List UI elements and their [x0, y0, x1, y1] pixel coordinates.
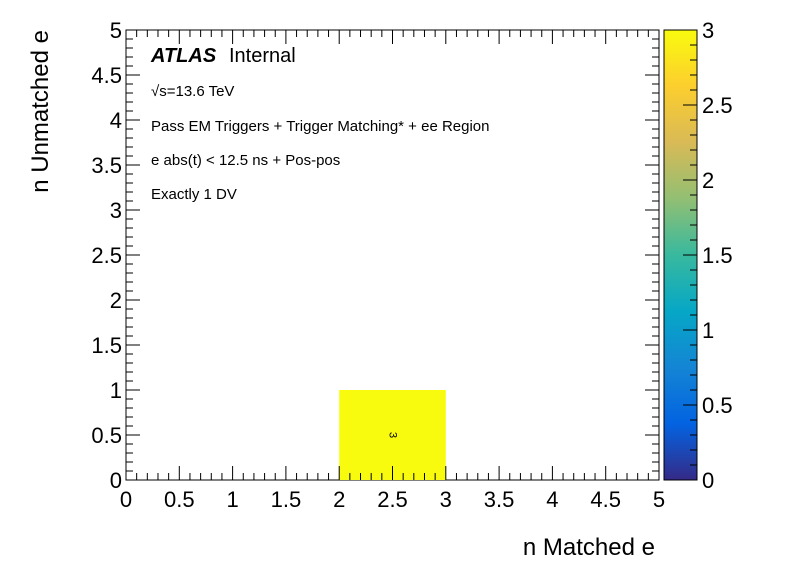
- selection-label-3: Exactly 1 DV: [151, 186, 237, 203]
- x-tick-label: 0.5: [164, 487, 195, 512]
- y-tick-label: 2.5: [91, 243, 122, 268]
- colorbar-tick-label: 2.5: [702, 93, 733, 118]
- x-tick-label: 3: [440, 487, 452, 512]
- y-tick-label: 0: [110, 468, 122, 493]
- selection-label-1: Pass EM Triggers + Trigger Matching* + e…: [151, 118, 490, 135]
- x-tick-label: 5: [653, 487, 665, 512]
- x-tick-label: 0: [120, 487, 132, 512]
- x-axis-title: n Matched e: [523, 534, 655, 561]
- y-tick-label: 5: [110, 18, 122, 43]
- x-tick-label: 4.5: [590, 487, 621, 512]
- x-tick-label: 4: [546, 487, 558, 512]
- x-axis: 0 0.5 1 1.5 2 2.5 3 3.5 4 4.5 5: [120, 30, 665, 512]
- atlas-label: ATLAS: [150, 45, 217, 67]
- colorbar-tick-label: 3: [702, 18, 714, 43]
- x-tick-label: 3.5: [484, 487, 515, 512]
- y-tick-label: 1.5: [91, 333, 122, 358]
- y-axis: 0 0.5 1 1.5 2 2.5 3 3.5 4 4.5 5: [91, 18, 659, 493]
- colorbar-tick-label: 0: [702, 468, 714, 493]
- x-tick-label: 1.5: [271, 487, 302, 512]
- y-tick-label: 2: [110, 288, 122, 313]
- y-tick-label: 1: [110, 378, 122, 403]
- x-tick-label: 2.5: [377, 487, 408, 512]
- y-tick-label: 4.5: [91, 63, 122, 88]
- atlas-status-label: Internal: [229, 45, 296, 67]
- heatmap-cell: [339, 390, 446, 480]
- y-tick-label: 0.5: [91, 423, 122, 448]
- cells-layer: 3: [339, 390, 446, 480]
- x-tick-label: 1: [226, 487, 238, 512]
- colorbar-tick-label: 0.5: [702, 393, 733, 418]
- colorbar-tick-label: 1: [702, 318, 714, 343]
- y-tick-label: 4: [110, 108, 122, 133]
- energy-label: √s=13.6 TeV: [151, 83, 234, 100]
- colorbar-axis: 0 0.5 1 1.5 2 2.5 3: [683, 18, 733, 493]
- colorbar-tick-label: 2: [702, 168, 714, 193]
- cell-value-label: 3: [387, 432, 399, 438]
- x-tick-label: 2: [333, 487, 345, 512]
- y-tick-label: 3.5: [91, 153, 122, 178]
- selection-label-2: e abs(t) < 12.5 ns + Pos-pos: [151, 152, 340, 169]
- colorbar-tick-label: 1.5: [702, 243, 733, 268]
- y-axis-title: n Unmatched e: [27, 30, 54, 193]
- y-tick-label: 3: [110, 198, 122, 223]
